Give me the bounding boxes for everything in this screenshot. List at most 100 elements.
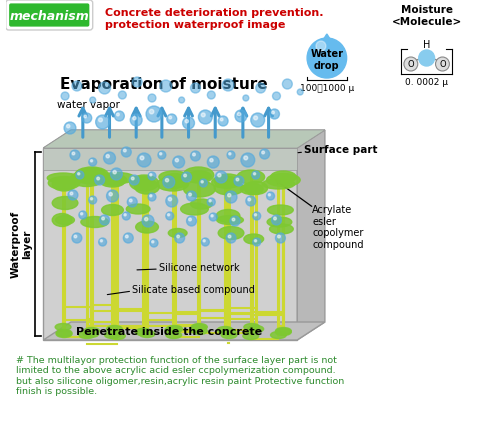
Circle shape <box>114 111 124 121</box>
Text: Penetrate inside the concrete: Penetrate inside the concrete <box>76 327 262 337</box>
Circle shape <box>207 198 215 206</box>
Text: Waterproof
layer: Waterproof layer <box>11 210 32 278</box>
Circle shape <box>90 97 96 103</box>
Circle shape <box>67 125 70 128</box>
Circle shape <box>207 156 219 168</box>
Circle shape <box>127 197 137 207</box>
Circle shape <box>175 233 185 243</box>
Circle shape <box>102 217 105 220</box>
Ellipse shape <box>159 171 189 183</box>
Text: 100～1000 μ: 100～1000 μ <box>300 84 354 93</box>
Circle shape <box>142 215 154 227</box>
Circle shape <box>181 172 192 182</box>
Ellipse shape <box>52 177 76 191</box>
Circle shape <box>199 179 207 187</box>
Text: # The multilayor protection function of the surface layer part is not
limited to: # The multilayor protection function of … <box>16 356 344 396</box>
Circle shape <box>218 116 228 126</box>
Circle shape <box>150 174 152 176</box>
Circle shape <box>99 82 110 94</box>
Circle shape <box>166 195 178 207</box>
Circle shape <box>163 176 175 188</box>
Text: Acrylate
esler
copolymer
compound: Acrylate esler copolymer compound <box>312 205 363 250</box>
Polygon shape <box>297 130 325 340</box>
Ellipse shape <box>109 333 125 340</box>
Ellipse shape <box>214 181 244 195</box>
Ellipse shape <box>191 199 212 209</box>
Ellipse shape <box>136 329 152 335</box>
Ellipse shape <box>188 171 211 181</box>
Ellipse shape <box>214 174 242 188</box>
Ellipse shape <box>180 203 208 215</box>
Circle shape <box>148 193 156 201</box>
Circle shape <box>270 109 279 119</box>
Circle shape <box>230 216 240 226</box>
Circle shape <box>215 171 227 183</box>
Circle shape <box>107 190 119 202</box>
Ellipse shape <box>216 216 243 224</box>
Ellipse shape <box>183 167 214 183</box>
Circle shape <box>109 193 112 196</box>
Circle shape <box>182 117 194 129</box>
Circle shape <box>220 118 223 121</box>
Circle shape <box>225 191 237 203</box>
Circle shape <box>132 77 142 87</box>
Circle shape <box>84 115 87 118</box>
Circle shape <box>179 97 185 103</box>
Circle shape <box>253 172 256 175</box>
Ellipse shape <box>56 330 72 337</box>
Ellipse shape <box>248 326 264 333</box>
Circle shape <box>137 153 151 167</box>
Circle shape <box>211 215 213 217</box>
Circle shape <box>228 194 231 197</box>
Circle shape <box>189 218 192 221</box>
Ellipse shape <box>192 323 207 330</box>
Circle shape <box>297 89 303 95</box>
Ellipse shape <box>101 177 124 187</box>
Circle shape <box>253 238 261 246</box>
Text: Silicate based compound: Silicate based compound <box>132 285 255 295</box>
Ellipse shape <box>243 333 259 340</box>
Ellipse shape <box>157 177 189 191</box>
Circle shape <box>97 177 99 180</box>
Circle shape <box>100 215 109 225</box>
Ellipse shape <box>168 228 187 238</box>
Circle shape <box>307 38 347 78</box>
Ellipse shape <box>266 173 300 187</box>
Circle shape <box>132 177 134 180</box>
Circle shape <box>121 147 131 157</box>
Circle shape <box>72 233 82 243</box>
Ellipse shape <box>126 204 150 214</box>
Circle shape <box>110 168 122 180</box>
Circle shape <box>277 235 280 238</box>
Circle shape <box>119 91 126 99</box>
Ellipse shape <box>84 327 100 334</box>
Circle shape <box>246 196 256 206</box>
Circle shape <box>266 192 275 200</box>
Circle shape <box>273 92 280 100</box>
Circle shape <box>148 172 156 180</box>
Circle shape <box>129 175 139 185</box>
Circle shape <box>191 151 201 161</box>
Circle shape <box>202 238 209 246</box>
Circle shape <box>175 158 179 162</box>
Ellipse shape <box>184 181 215 197</box>
Ellipse shape <box>55 323 71 330</box>
Circle shape <box>254 214 257 216</box>
Ellipse shape <box>221 331 237 338</box>
Ellipse shape <box>79 331 95 338</box>
Ellipse shape <box>165 326 180 334</box>
Ellipse shape <box>102 205 123 216</box>
Circle shape <box>218 173 221 177</box>
Circle shape <box>276 233 286 243</box>
Circle shape <box>166 212 174 220</box>
Polygon shape <box>43 322 325 340</box>
Circle shape <box>232 218 235 221</box>
Circle shape <box>435 57 449 71</box>
Ellipse shape <box>139 330 155 337</box>
Circle shape <box>113 171 116 174</box>
Circle shape <box>201 113 205 117</box>
Circle shape <box>272 215 281 225</box>
Ellipse shape <box>56 330 72 337</box>
Circle shape <box>150 239 158 247</box>
Circle shape <box>262 151 264 154</box>
